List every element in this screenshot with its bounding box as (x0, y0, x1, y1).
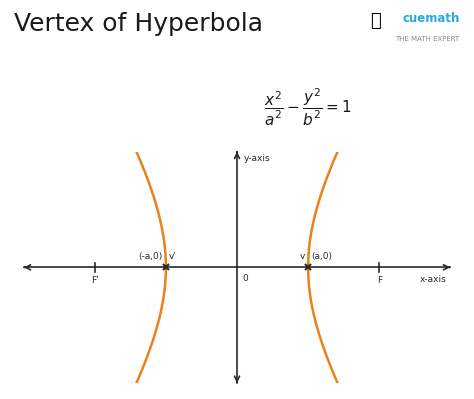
Text: 🚀: 🚀 (370, 12, 381, 30)
Text: y-axis: y-axis (244, 154, 271, 163)
Text: $\dfrac{x^2}{a^2} - \dfrac{y^2}{b^2} = 1$: $\dfrac{x^2}{a^2} - \dfrac{y^2}{b^2} = 1… (264, 87, 352, 128)
Text: Vertex of Hyperbola: Vertex of Hyperbola (14, 12, 263, 36)
Text: cuemath: cuemath (402, 12, 460, 25)
Text: x-axis: x-axis (420, 275, 447, 284)
Text: (a,0): (a,0) (311, 252, 332, 261)
Text: THE MATH EXPERT: THE MATH EXPERT (395, 36, 460, 42)
Text: Fʹ: Fʹ (91, 276, 99, 285)
Text: 0: 0 (243, 274, 248, 282)
Text: (-a,0): (-a,0) (138, 252, 162, 261)
Text: v: v (300, 252, 305, 261)
Text: F: F (377, 276, 382, 285)
Text: vʹ: vʹ (169, 252, 177, 261)
